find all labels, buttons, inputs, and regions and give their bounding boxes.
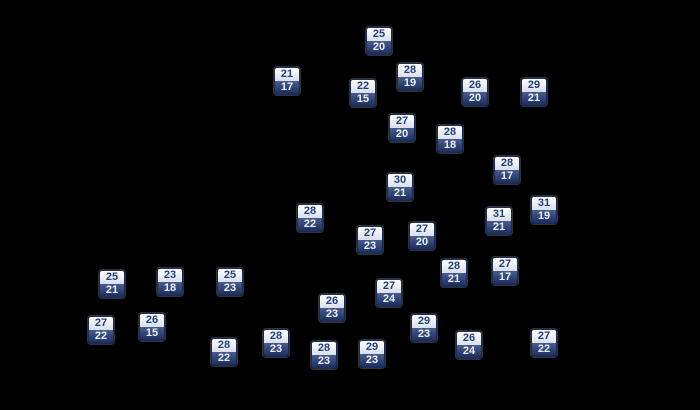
low-temp-label: 23 [358,240,382,253]
high-temp-label: 28 [312,342,336,355]
temperature-marker[interactable]: 27 20 [409,222,435,250]
low-temp-label: 18 [438,139,462,152]
high-temp-label: 26 [320,295,344,308]
temperature-marker[interactable]: 28 23 [311,341,337,369]
temperature-marker[interactable]: 28 23 [263,329,289,357]
high-temp-label: 28 [264,330,288,343]
high-temp-label: 27 [532,330,556,343]
high-temp-label: 31 [532,197,556,210]
temperature-marker[interactable]: 28 22 [297,204,323,232]
temperature-marker[interactable]: 25 20 [366,27,392,55]
high-temp-label: 27 [410,223,434,236]
high-temp-label: 21 [275,68,299,81]
low-temp-label: 23 [412,328,436,341]
temperature-marker[interactable]: 26 15 [139,313,165,341]
high-temp-label: 22 [351,80,375,93]
low-temp-label: 22 [212,352,236,365]
low-temp-label: 20 [367,41,391,54]
low-temp-label: 23 [320,308,344,321]
high-temp-label: 27 [89,317,113,330]
high-temp-label: 28 [212,339,236,352]
high-temp-label: 25 [367,28,391,41]
low-temp-label: 18 [158,282,182,295]
temperature-marker[interactable]: 27 22 [531,329,557,357]
temperature-marker[interactable]: 26 24 [456,331,482,359]
temperature-marker[interactable]: 27 22 [88,316,114,344]
temperature-marker[interactable]: 29 23 [359,340,385,368]
high-temp-label: 28 [398,64,422,77]
high-temp-label: 26 [140,314,164,327]
low-temp-label: 19 [398,77,422,90]
temperature-marker[interactable]: 29 23 [411,314,437,342]
temperature-marker[interactable]: 28 19 [397,63,423,91]
low-temp-label: 22 [532,343,556,356]
temperature-marker[interactable]: 28 21 [441,259,467,287]
high-temp-label: 28 [438,126,462,139]
low-temp-label: 22 [298,218,322,231]
temperature-marker[interactable]: 31 21 [486,207,512,235]
temperature-marker[interactable]: 27 23 [357,226,383,254]
high-temp-label: 26 [457,332,481,345]
high-temp-label: 29 [360,341,384,354]
low-temp-label: 20 [463,92,487,105]
high-temp-label: 27 [377,280,401,293]
high-temp-label: 28 [442,260,466,273]
high-temp-label: 31 [487,208,511,221]
high-temp-label: 28 [495,157,519,170]
low-temp-label: 20 [410,236,434,249]
temperature-marker[interactable]: 25 21 [99,270,125,298]
low-temp-label: 23 [218,282,242,295]
low-temp-label: 17 [275,81,299,94]
low-temp-label: 20 [390,128,414,141]
temperature-marker[interactable]: 21 17 [274,67,300,95]
high-temp-label: 27 [493,258,517,271]
low-temp-label: 17 [493,271,517,284]
temperature-marker[interactable]: 27 17 [492,257,518,285]
low-temp-label: 15 [140,327,164,340]
temperature-marker[interactable]: 28 18 [437,125,463,153]
low-temp-label: 21 [487,221,511,234]
high-temp-label: 27 [390,115,414,128]
low-temp-label: 23 [264,343,288,356]
temperature-marker[interactable]: 28 22 [211,338,237,366]
temperature-marker[interactable]: 26 20 [462,78,488,106]
low-temp-label: 21 [442,273,466,286]
high-temp-label: 29 [522,79,546,92]
low-temp-label: 21 [388,187,412,200]
low-temp-label: 21 [100,284,124,297]
temperature-marker[interactable]: 29 21 [521,78,547,106]
temperature-marker[interactable]: 27 24 [376,279,402,307]
low-temp-label: 19 [532,210,556,223]
low-temp-label: 17 [495,170,519,183]
high-temp-label: 27 [358,227,382,240]
high-temp-label: 30 [388,174,412,187]
low-temp-label: 24 [377,293,401,306]
low-temp-label: 15 [351,93,375,106]
temperature-marker[interactable]: 31 19 [531,196,557,224]
low-temp-label: 23 [360,354,384,367]
low-temp-label: 21 [522,92,546,105]
temperature-marker[interactable]: 26 23 [319,294,345,322]
high-temp-label: 28 [298,205,322,218]
high-temp-label: 25 [100,271,124,284]
low-temp-label: 24 [457,345,481,358]
temperature-marker[interactable]: 28 17 [494,156,520,184]
temperature-marker[interactable]: 22 15 [350,79,376,107]
high-temp-label: 23 [158,269,182,282]
temperature-marker[interactable]: 27 20 [389,114,415,142]
high-temp-label: 29 [412,315,436,328]
temperature-marker[interactable]: 25 23 [217,268,243,296]
low-temp-label: 22 [89,330,113,343]
temperature-marker[interactable]: 23 18 [157,268,183,296]
high-temp-label: 25 [218,269,242,282]
high-temp-label: 26 [463,79,487,92]
temperature-marker[interactable]: 30 21 [387,173,413,201]
low-temp-label: 23 [312,355,336,368]
